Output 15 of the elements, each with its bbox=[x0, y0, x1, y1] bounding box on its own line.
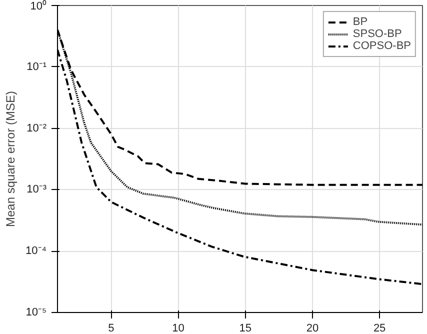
y-axis-title: Mean square error (MSE) bbox=[4, 90, 18, 228]
x-tick-label: 20 bbox=[306, 322, 319, 334]
x-tick-label: 25 bbox=[373, 322, 386, 334]
y-tick-label: 10⁻³ bbox=[26, 184, 47, 196]
legend-label: BP bbox=[352, 16, 369, 28]
legend-label: SPSO-BP bbox=[352, 28, 402, 40]
legend-label: COPSO-BP bbox=[352, 40, 411, 52]
x-tick-label: 15 bbox=[239, 322, 252, 334]
y-tick-label: 10⁻⁵ bbox=[26, 306, 46, 318]
y-tick-label: 10⁻¹ bbox=[26, 60, 47, 73]
y-tick-label: 10⁻² bbox=[26, 122, 47, 134]
x-tick-label: 10 bbox=[172, 322, 184, 334]
y-tick-label: 10⁻⁴ bbox=[26, 245, 47, 258]
x-tick-label: 5 bbox=[108, 322, 114, 334]
y-tick-label: 10⁰ bbox=[30, 0, 47, 12]
